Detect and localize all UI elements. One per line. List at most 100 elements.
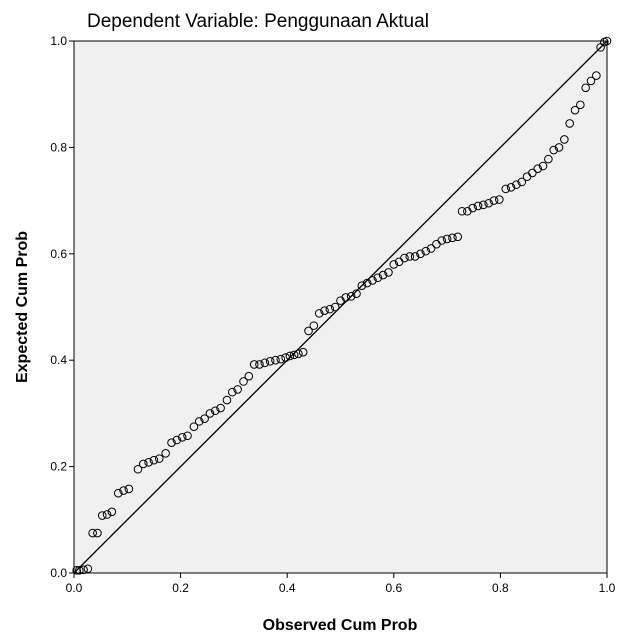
x-axis-ticks: 0.0 0.2 0.4 0.6 0.8 1.0: [66, 573, 616, 595]
data-point-83: [512, 180, 521, 189]
x-tick-label-2: 0.4: [279, 581, 296, 595]
data-point-47: [320, 306, 329, 316]
data-point-4: [88, 528, 97, 538]
data-point-5: [93, 528, 102, 538]
x-axis-label: Observed Cum Prob: [263, 617, 418, 634]
data-point-36: [265, 356, 275, 366]
data-point-63: [405, 252, 415, 261]
data-point-6: [97, 511, 107, 520]
data-point-15: [149, 455, 159, 465]
data-point-70: [442, 234, 452, 244]
data-point-33: [249, 360, 259, 369]
data-point-71: [448, 233, 457, 243]
x-tick-label-5: 1.0: [599, 581, 616, 595]
data-point-13: [138, 459, 148, 469]
data-point-90: [549, 145, 559, 155]
reference-line: [73, 40, 608, 574]
data-point-28: [222, 395, 232, 405]
y-axis-ticks: 0.0 0.2 0.4 0.6 0.8 1.0: [50, 34, 74, 580]
data-point-45: [309, 321, 319, 330]
data-point-3: [83, 564, 93, 574]
data-point-77: [479, 200, 488, 210]
data-point-18: [167, 438, 176, 447]
data-point-7: [102, 510, 112, 519]
data-point-26: [210, 406, 220, 416]
data-point-62: [400, 253, 409, 263]
data-point-34: [255, 360, 264, 369]
data-point-101: [602, 36, 612, 46]
data-point-92: [560, 135, 569, 144]
data-point-31: [239, 377, 248, 386]
data-point-94: [570, 105, 580, 115]
chart-title: Dependent Variable: Penggunaan Aktual: [87, 11, 429, 32]
x-tick-label-1: 0.2: [172, 581, 189, 595]
data-point-37: [271, 355, 280, 365]
data-points: [72, 36, 612, 575]
data-point-0: [72, 566, 81, 575]
data-point-12: [133, 464, 143, 474]
data-point-73: [457, 206, 467, 216]
data-point-54: [357, 281, 367, 291]
x-tick-label-3: 0.6: [385, 581, 402, 595]
data-point-86: [528, 168, 537, 178]
y-tick-label-1: 0.2: [50, 460, 67, 474]
data-point-30: [233, 385, 242, 394]
x-tick-label-4: 0.8: [492, 581, 509, 595]
x-tick-label-0: 0.0: [66, 581, 83, 595]
data-point-80: [495, 195, 504, 204]
data-point-25: [205, 409, 215, 418]
data-point-51: [341, 293, 351, 302]
data-point-76: [473, 201, 483, 211]
data-point-81: [501, 184, 511, 194]
data-point-20: [177, 433, 187, 442]
data-point-95: [576, 100, 585, 110]
data-point-1: [75, 566, 84, 575]
data-point-67: [426, 244, 436, 253]
y-tick-label-2: 0.4: [50, 353, 67, 367]
data-point-48: [325, 304, 335, 314]
data-point-58: [378, 270, 388, 280]
data-point-60: [389, 260, 399, 269]
data-point-55: [362, 278, 372, 288]
data-point-8: [107, 507, 117, 517]
data-point-32: [244, 371, 254, 381]
y-tick-label-0: 0.0: [50, 566, 67, 580]
data-point-75: [468, 203, 477, 213]
data-point-46: [314, 309, 324, 318]
data-point-35: [260, 358, 270, 368]
data-point-11: [124, 484, 134, 494]
y-axis-label: Expected Cum Prob: [14, 231, 31, 383]
data-point-56: [368, 276, 377, 285]
data-point-39: [281, 353, 290, 362]
data-point-64: [410, 252, 420, 261]
data-point-16: [154, 454, 164, 463]
data-point-29: [228, 387, 237, 397]
data-point-23: [194, 417, 204, 426]
data-point-24: [200, 414, 209, 424]
data-point-57: [373, 273, 383, 283]
data-point-53: [352, 289, 361, 299]
data-point-52: [346, 292, 356, 301]
data-point-9: [113, 488, 123, 498]
data-point-21: [183, 431, 192, 441]
data-point-49: [330, 302, 340, 312]
data-point-38: [276, 354, 286, 364]
y-tick-label-4: 0.8: [50, 140, 67, 154]
data-point-93: [565, 119, 574, 128]
data-point-82: [506, 183, 516, 192]
data-point-79: [489, 196, 499, 205]
data-point-87: [533, 164, 543, 173]
data-point-14: [144, 458, 153, 467]
data-point-97: [586, 76, 596, 86]
data-point-17: [161, 449, 170, 458]
data-point-42: [294, 349, 303, 359]
data-point-2: [79, 565, 88, 575]
data-point-44: [304, 326, 313, 336]
data-point-22: [189, 422, 199, 432]
data-point-43: [298, 347, 308, 357]
data-point-40: [285, 351, 295, 361]
data-point-98: [592, 71, 601, 80]
data-point-65: [416, 249, 425, 259]
data-point-27: [216, 403, 225, 413]
